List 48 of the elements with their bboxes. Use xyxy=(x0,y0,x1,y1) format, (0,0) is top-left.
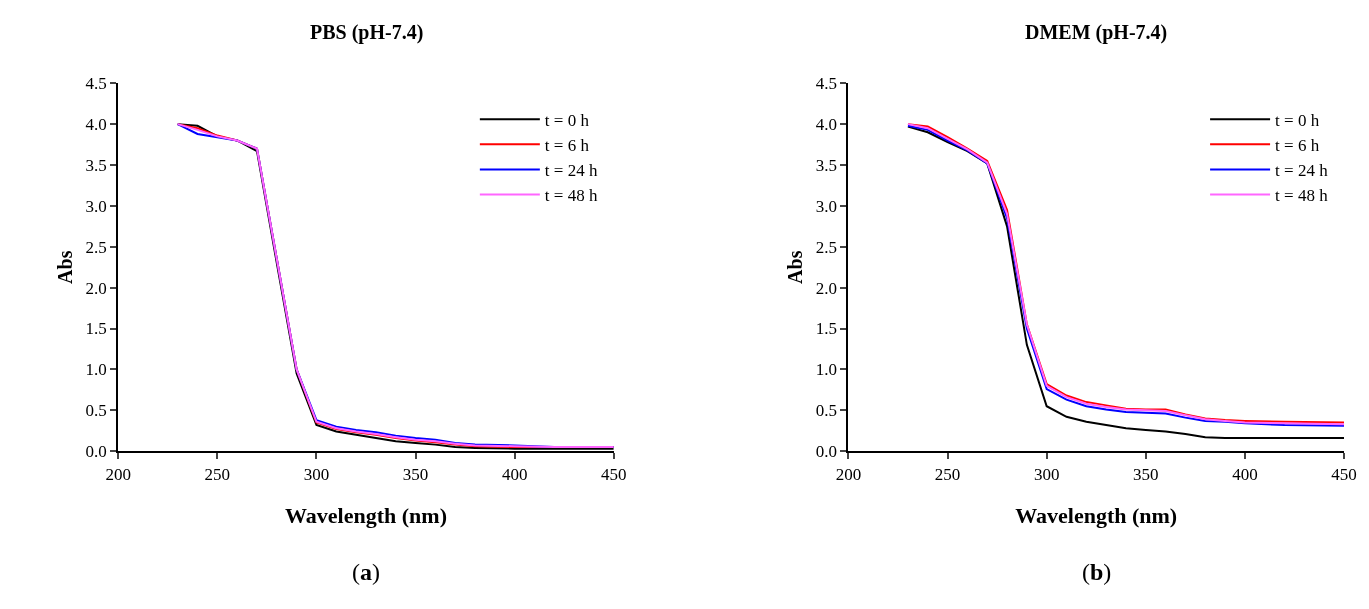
legend-label: t = 6 h xyxy=(544,135,590,155)
x-tick-label: 200 xyxy=(105,464,131,484)
y-tick-label: 2.5 xyxy=(85,237,107,257)
chart-title: DMEM (pH-7.4) xyxy=(1025,21,1168,44)
legend-label: t = 0 h xyxy=(544,110,590,130)
y-tick-label: 2.0 xyxy=(815,278,838,298)
y-tick-label: 2.5 xyxy=(815,237,838,257)
x-tick-label: 250 xyxy=(204,464,231,484)
y-tick-label: 1.5 xyxy=(815,319,838,339)
y-tick-label: 0.5 xyxy=(815,401,838,421)
x-tick-label: 350 xyxy=(1133,464,1159,484)
legend-label: t = 0 h xyxy=(1275,110,1320,130)
legend-label: t = 24 h xyxy=(1275,161,1329,181)
x-tick-label: 250 xyxy=(934,464,961,484)
text: (a) xyxy=(352,559,380,585)
y-tick-label: 3.0 xyxy=(85,196,107,216)
x-axis-title: Wavelength (nm) xyxy=(285,502,447,528)
y-tick-label: 4.0 xyxy=(815,115,838,135)
y-tick-label: 4.5 xyxy=(815,74,838,94)
y-tick-label: 1.0 xyxy=(85,360,107,380)
y-tick-label: 3.5 xyxy=(85,155,107,175)
y-axis-title: Abs xyxy=(783,250,806,284)
y-tick-label: 0.0 xyxy=(815,442,838,462)
x-tick-label: 450 xyxy=(1331,464,1357,484)
y-tick-label: 1.0 xyxy=(815,360,838,380)
legend-label: t = 6 h xyxy=(1275,135,1320,155)
x-axis-title: Wavelength (nm) xyxy=(1015,502,1178,528)
y-tick-label: 3.5 xyxy=(815,155,838,175)
y-tick-label: 4.5 xyxy=(85,74,107,94)
x-tick-label: 200 xyxy=(835,464,862,484)
y-tick-label: 0.0 xyxy=(85,442,107,462)
x-tick-label: 300 xyxy=(1033,464,1060,484)
y-tick-label: 2.0 xyxy=(85,278,107,298)
chart-title: PBS (pH-7.4) xyxy=(310,21,424,44)
x-tick-label: 300 xyxy=(303,464,330,484)
x-tick-label: 450 xyxy=(601,464,627,484)
legend-label: t = 48 h xyxy=(1275,186,1329,206)
legend-label: t = 48 h xyxy=(544,186,598,206)
y-axis-title: Abs xyxy=(53,250,76,284)
x-tick-label: 400 xyxy=(501,464,528,484)
x-tick-label: 350 xyxy=(402,464,429,484)
legend-label: t = 24 h xyxy=(544,161,598,181)
x-tick-label: 400 xyxy=(1232,464,1258,484)
y-tick-label: 3.0 xyxy=(815,196,838,216)
y-tick-label: 1.5 xyxy=(85,319,107,339)
text: (b) xyxy=(1082,559,1112,585)
y-tick-label: 0.5 xyxy=(85,401,107,421)
y-tick-label: 4.0 xyxy=(85,115,107,135)
